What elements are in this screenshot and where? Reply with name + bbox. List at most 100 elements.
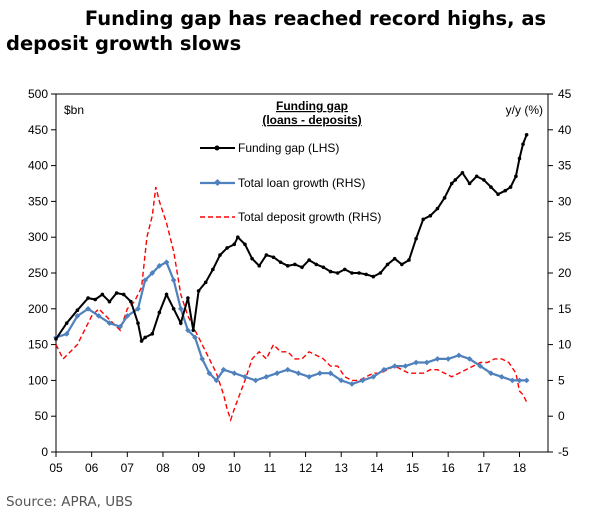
funding-gap-point	[150, 332, 155, 336]
right-tick-label: 15	[558, 302, 572, 316]
funding-gap-point	[293, 262, 297, 267]
right-tick-label: -5	[558, 445, 569, 459]
loan-growth-point	[156, 263, 163, 269]
funding-gap-point	[407, 258, 411, 262]
funding-gap-point	[300, 265, 304, 270]
funding-gap-point	[335, 271, 340, 275]
funding-gap-point	[517, 156, 522, 161]
plot-title: Funding gap	[276, 99, 348, 113]
x-tick-label: 15	[406, 461, 420, 475]
loan-growth-point	[199, 356, 206, 362]
loan-growth-point	[327, 370, 334, 377]
title-line-1: Funding gap has reached record highs, as	[84, 7, 547, 30]
funding-gap-point	[191, 328, 196, 333]
loan-growth-point	[274, 370, 280, 377]
loan-growth-point	[242, 373, 248, 380]
funding-gap-point	[285, 264, 290, 268]
funding-gap-point	[236, 235, 240, 239]
x-tick-label: 17	[477, 461, 491, 475]
right-tick-label: 35	[558, 159, 572, 173]
title-line-2: deposit growth slows	[6, 32, 242, 55]
funding-gap-point	[449, 181, 454, 186]
loan-growth-point	[359, 377, 366, 384]
funding-gap-point	[211, 267, 215, 272]
funding-gap-point	[232, 242, 237, 247]
x-tick-label: 07	[121, 461, 135, 475]
x-tick-label: 16	[441, 461, 455, 475]
right-tick-label: 30	[558, 194, 572, 208]
loan-growth-point	[349, 381, 355, 387]
loan-growth-point	[95, 313, 102, 319]
left-tick-label: 500	[28, 87, 48, 101]
funding-gap-point	[314, 262, 319, 267]
x-tick-label: 05	[49, 461, 63, 475]
funding-gap-point	[453, 178, 458, 182]
loan-growth-point	[231, 370, 238, 377]
x-tick-label: 18	[513, 461, 527, 475]
right-tick-label: 25	[558, 230, 572, 244]
funding-gap-point	[467, 181, 472, 186]
loan-growth-point	[263, 373, 270, 380]
funding-gap-point	[143, 335, 147, 340]
funding-gap-point	[64, 321, 69, 325]
left-tick-label: 50	[35, 409, 49, 423]
funding-gap-point	[392, 256, 397, 261]
funding-gap-point	[186, 296, 190, 300]
loan-growth-point	[142, 277, 148, 283]
funding-gap-point	[474, 174, 479, 179]
loan-growth-point	[295, 370, 302, 377]
x-tick-label: 08	[156, 461, 170, 475]
right-tick-label: 0	[558, 409, 565, 423]
loan-growth-point	[149, 270, 156, 276]
funding-gap-point	[496, 192, 500, 197]
legend-loan-marker	[213, 178, 222, 187]
loan-growth-point	[488, 370, 494, 377]
funding-gap-point	[378, 271, 383, 275]
funding-gap-point	[414, 236, 418, 241]
legend-gap-label: Funding gap (LHS)	[238, 141, 339, 155]
funding-gap-point	[86, 296, 90, 300]
funding-gap-point	[428, 213, 433, 218]
loan-growth-point	[206, 370, 213, 377]
funding-gap-point	[364, 272, 368, 277]
funding-gap-point	[342, 267, 347, 272]
funding-gap-point	[524, 133, 529, 137]
y-left-unit-label: $bn	[64, 103, 84, 117]
x-tick-label: 10	[228, 461, 242, 475]
funding-gap-point	[250, 256, 254, 261]
funding-gap-point	[257, 264, 262, 268]
legend-gap-marker	[214, 145, 220, 151]
funding-gap-point	[278, 260, 283, 265]
funding-gap-point	[400, 262, 404, 267]
funding-gap-point	[521, 142, 525, 146]
funding-gap-point	[328, 269, 333, 274]
left-tick-label: 250	[28, 266, 48, 280]
loan-growth-point	[220, 366, 227, 373]
series-deposit-growth-line	[55, 186, 528, 423]
series-loan-growth-line	[55, 260, 527, 386]
funding-gap-point	[139, 339, 144, 343]
series-funding-gap-line	[55, 134, 528, 344]
loan-growth-point	[413, 359, 419, 366]
funding-gap-point	[54, 337, 58, 341]
loan-growth-point	[63, 331, 70, 337]
funding-gap-point	[121, 292, 126, 297]
left-tick-label: 150	[28, 338, 48, 352]
funding-gap-point	[164, 292, 169, 297]
x-tick-label: 11	[264, 461, 277, 475]
loan-growth-point	[445, 356, 452, 362]
loan-growth-point	[509, 377, 516, 384]
funding-gap-point	[178, 321, 183, 325]
loan-growth-point	[477, 363, 484, 369]
loan-growth-point	[456, 352, 462, 359]
loan-growth-point	[192, 334, 198, 341]
chart-title: Funding gap has reached record highs, as…	[0, 6, 599, 56]
funding-gap-point	[442, 196, 447, 200]
x-tick-label: 12	[299, 461, 313, 475]
loan-growth-point	[466, 356, 473, 362]
funding-gap-point	[482, 178, 486, 182]
funding-gap-point	[129, 299, 133, 304]
loan-growth-point	[523, 377, 530, 384]
funding-gap-point	[171, 307, 176, 311]
